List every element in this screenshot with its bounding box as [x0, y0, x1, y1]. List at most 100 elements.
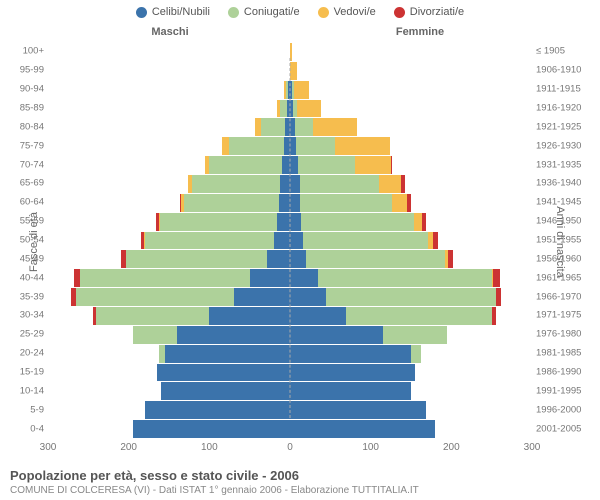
pyramid-row: 80-841921-1925: [48, 117, 532, 136]
bar-segment: [290, 174, 300, 193]
pyramid-row: 60-641941-1945: [48, 193, 532, 212]
age-label: 30-34: [4, 310, 44, 321]
bar-segment: [261, 117, 285, 136]
birth-year-label: 1946-1950: [536, 216, 596, 227]
age-label: 50-54: [4, 235, 44, 246]
birth-year-label: 1906-1910: [536, 65, 596, 76]
bar-segment: [290, 419, 435, 438]
male-bar: [48, 42, 290, 61]
bar-segment: [300, 174, 379, 193]
chart-title: Popolazione per età, sesso e stato civil…: [10, 468, 590, 483]
legend-swatch: [136, 7, 147, 18]
age-label: 80-84: [4, 121, 44, 132]
age-label: 85-89: [4, 103, 44, 114]
bar-segment: [296, 136, 335, 155]
bar-segment: [300, 193, 393, 212]
female-bar: [290, 400, 532, 419]
bar-segment: [290, 155, 298, 174]
bar-segment: [407, 193, 411, 212]
bar-segment: [126, 249, 267, 268]
birth-year-label: 1926-1930: [536, 140, 596, 151]
birth-year-label: 1966-1970: [536, 291, 596, 302]
bar-segment: [177, 325, 290, 344]
female-bar: [290, 231, 532, 250]
bar-segment: [145, 400, 290, 419]
female-bar: [290, 212, 532, 231]
bar-segment: [209, 155, 282, 174]
pyramid-row: 100+≤ 1905: [48, 42, 532, 61]
female-bar: [290, 155, 532, 174]
birth-year-label: 1911-1915: [536, 84, 596, 95]
male-bar: [48, 231, 290, 250]
pyramid-row: 35-391966-1970: [48, 287, 532, 306]
male-bar: [48, 344, 290, 363]
pyramid-row: 30-341971-1975: [48, 306, 532, 325]
x-axis-tick: 300: [524, 442, 541, 453]
age-label: 75-79: [4, 140, 44, 151]
female-bar: [290, 287, 532, 306]
bar-segment: [184, 193, 279, 212]
female-bar: [290, 363, 532, 382]
bar-segment: [290, 306, 346, 325]
bar-segment: [290, 61, 297, 80]
age-label: 60-64: [4, 197, 44, 208]
birth-year-label: 2001-2005: [536, 423, 596, 434]
pyramid-row: 70-741931-1935: [48, 155, 532, 174]
bar-segment: [411, 344, 421, 363]
x-axis-tick: 200: [120, 442, 137, 453]
bar-segment: [96, 306, 209, 325]
birth-year-label: 1961-1965: [536, 272, 596, 283]
bar-segment: [383, 325, 448, 344]
male-bar: [48, 99, 290, 118]
male-bar: [48, 117, 290, 136]
legend-label: Coniugati/e: [244, 6, 300, 18]
male-header: Maschi: [0, 26, 300, 38]
bar-segment: [414, 212, 422, 231]
male-bar: [48, 212, 290, 231]
bar-segment: [392, 193, 407, 212]
legend-label: Celibi/Nubili: [152, 6, 210, 18]
bar-segment: [290, 231, 303, 250]
chart-footer: Popolazione per età, sesso e stato civil…: [10, 468, 590, 496]
female-bar: [290, 80, 532, 99]
bar-segment: [294, 80, 309, 99]
bar-segment: [274, 231, 290, 250]
male-bar: [48, 61, 290, 80]
bar-segment: [492, 306, 497, 325]
bar-segment: [295, 117, 313, 136]
bar-segment: [267, 249, 290, 268]
age-label: 20-24: [4, 348, 44, 359]
age-label: 45-49: [4, 253, 44, 264]
male-bar: [48, 400, 290, 419]
birth-year-label: 1916-1920: [536, 103, 596, 114]
bar-segment: [379, 174, 402, 193]
bar-segment: [250, 268, 290, 287]
legend-item: Divorziati/e: [394, 6, 464, 18]
x-axis-tick: 100: [362, 442, 379, 453]
pyramid-row: 40-441961-1965: [48, 268, 532, 287]
bar-segment: [290, 400, 426, 419]
pyramid-row: 0-42001-2005: [48, 419, 532, 438]
female-header: Femmine: [300, 26, 600, 38]
age-label: 90-94: [4, 84, 44, 95]
birth-year-label: 1921-1925: [536, 121, 596, 132]
male-bar: [48, 155, 290, 174]
pyramid-row: 90-941911-1915: [48, 80, 532, 99]
bar-segment: [290, 344, 411, 363]
age-label: 15-19: [4, 367, 44, 378]
chart-rows: 100+≤ 190595-991906-191090-941911-191585…: [48, 42, 532, 438]
bar-segment: [290, 42, 292, 61]
bar-segment: [422, 212, 426, 231]
birth-year-label: 1941-1945: [536, 197, 596, 208]
female-bar: [290, 99, 532, 118]
female-bar: [290, 381, 532, 400]
female-bar: [290, 61, 532, 80]
bar-segment: [290, 249, 306, 268]
bar-segment: [145, 231, 274, 250]
bar-segment: [493, 268, 499, 287]
x-axis-tick: 300: [40, 442, 57, 453]
bar-segment: [277, 212, 290, 231]
female-bar: [290, 268, 532, 287]
legend-item: Vedovi/e: [318, 6, 376, 18]
bar-segment: [391, 155, 393, 174]
